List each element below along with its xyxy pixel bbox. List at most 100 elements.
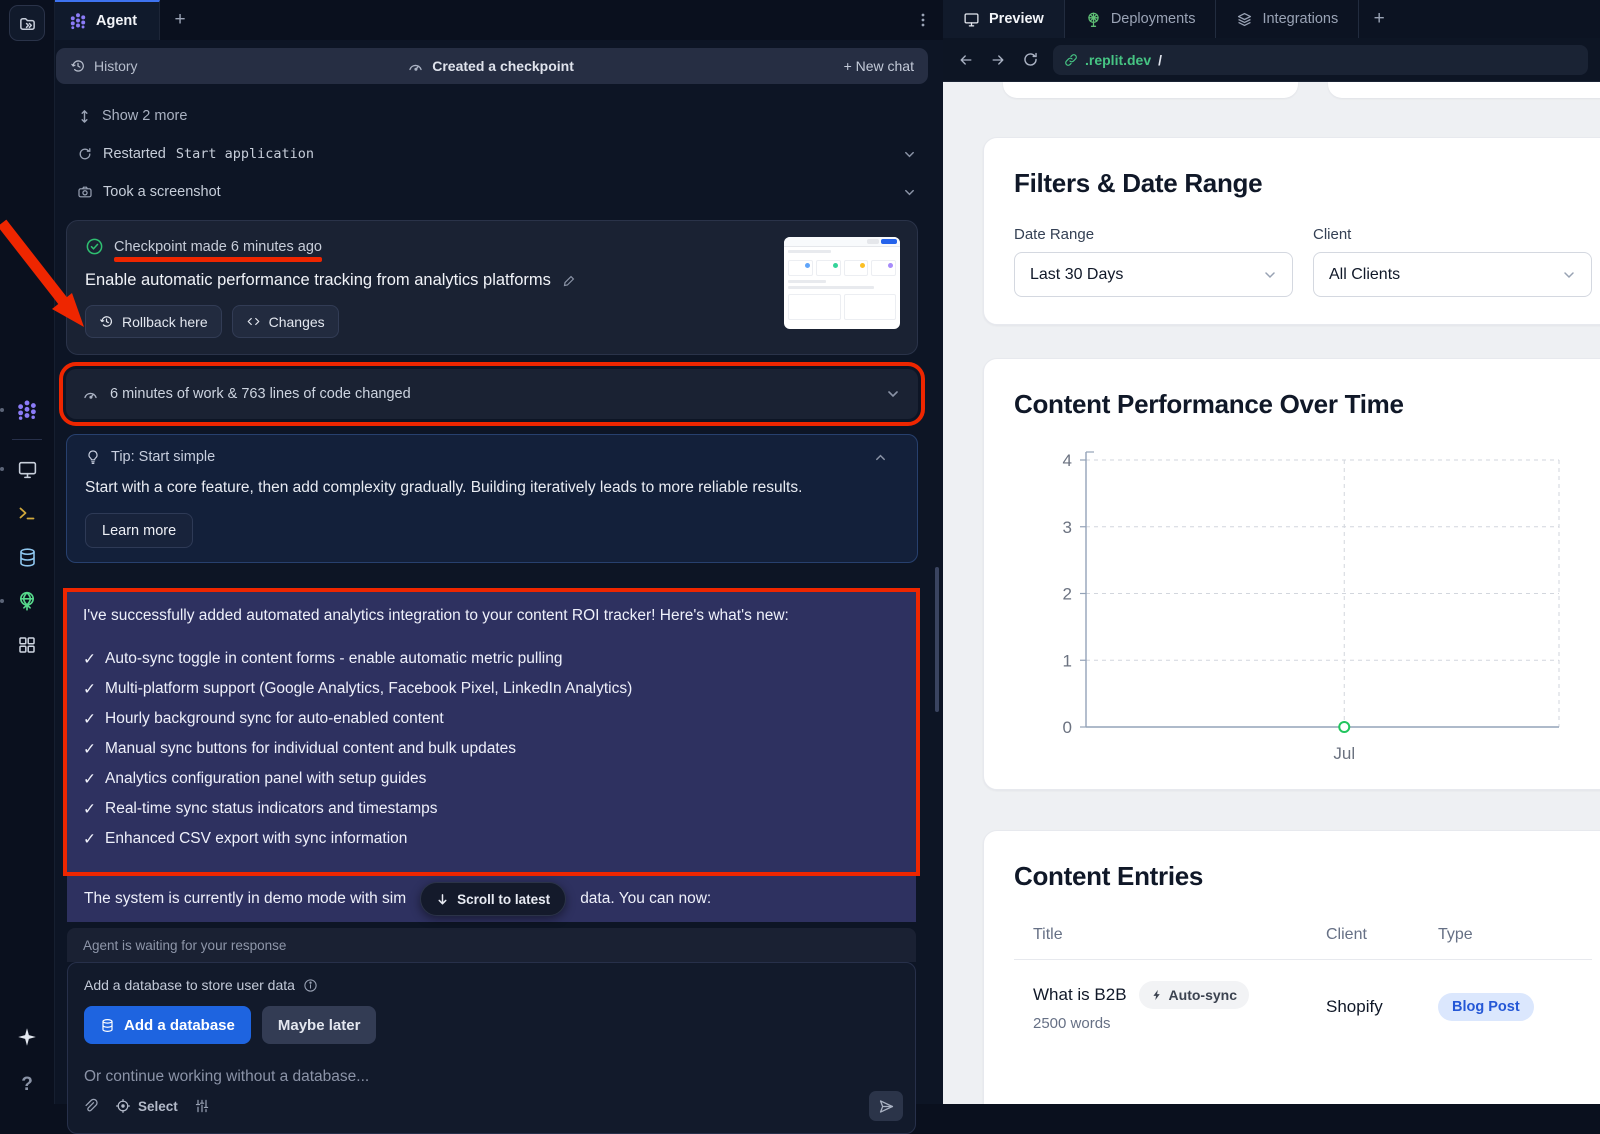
rail-preview-icon[interactable] bbox=[10, 452, 44, 486]
rail-shell-icon[interactable] bbox=[10, 496, 44, 530]
tab-agent[interactable]: Agent bbox=[55, 0, 160, 40]
chat-scrollbar[interactable] bbox=[935, 567, 939, 712]
table-row[interactable]: What is B2B Auto-sync 2500 words Shopify… bbox=[1014, 981, 1592, 1032]
layers-icon bbox=[1236, 11, 1253, 28]
url-input[interactable]: .replit.dev/ bbox=[1053, 45, 1588, 75]
check-icon: ✓ bbox=[83, 710, 96, 729]
chat-tab-bar: Agent + bbox=[55, 0, 943, 40]
composer-toolbar: Select bbox=[82, 1091, 903, 1121]
monitor-icon bbox=[963, 11, 980, 28]
new-preview-tab-button[interactable]: + bbox=[1359, 0, 1399, 38]
tab-deployments[interactable]: Deployments bbox=[1065, 0, 1217, 38]
entry-type-badge: Blog Post bbox=[1438, 993, 1534, 1021]
back-button[interactable] bbox=[953, 47, 979, 73]
sidebar-expand-icon bbox=[18, 14, 37, 33]
deploy-globe-icon bbox=[16, 590, 38, 612]
chart-card: Content Performance Over Time 01234Jul bbox=[983, 358, 1600, 790]
agent-chat-panel: Agent + History Created a checkpoint bbox=[55, 0, 943, 1104]
date-range-label: Date Range bbox=[1014, 226, 1293, 243]
rollback-button[interactable]: Rollback here bbox=[85, 305, 222, 338]
history-button[interactable]: History bbox=[70, 58, 138, 74]
left-rail: ? bbox=[0, 0, 55, 1104]
restart-icon bbox=[77, 146, 93, 162]
checkpoint-status: Created a checkpoint bbox=[138, 58, 844, 75]
preview-content: Filters & Date Range Date Range Last 30 … bbox=[943, 82, 1600, 1104]
rail-database-icon[interactable] bbox=[10, 540, 44, 574]
svg-text:3: 3 bbox=[1063, 518, 1072, 537]
checklist-item-text: Multi-platform support (Google Analytics… bbox=[105, 680, 632, 699]
screenshot-row[interactable]: Took a screenshot bbox=[56, 180, 928, 204]
chevron-down-icon bbox=[1562, 268, 1576, 282]
preview-tab-bar: Preview Deployments Integrations + bbox=[943, 0, 1600, 38]
changes-button[interactable]: Changes bbox=[232, 305, 339, 338]
client-value: All Clients bbox=[1329, 266, 1400, 284]
reload-button[interactable] bbox=[1017, 47, 1043, 73]
filters-card: Filters & Date Range Date Range Last 30 … bbox=[983, 137, 1600, 325]
send-button[interactable] bbox=[869, 1091, 903, 1121]
check-circle-icon bbox=[85, 237, 104, 256]
target-icon bbox=[115, 1098, 131, 1114]
sliders-icon[interactable] bbox=[194, 1098, 210, 1114]
table-divider bbox=[1014, 959, 1592, 960]
partial-card bbox=[1003, 82, 1298, 98]
tab-agent-label: Agent bbox=[96, 13, 137, 29]
tab-integrations[interactable]: Integrations bbox=[1216, 0, 1359, 38]
rail-assistant-icon[interactable] bbox=[10, 1020, 44, 1054]
checkpoint-thumbnail[interactable] bbox=[784, 237, 900, 329]
check-icon: ✓ bbox=[83, 830, 96, 849]
attach-paperclip-icon[interactable] bbox=[82, 1098, 99, 1115]
learn-more-button[interactable]: Learn more bbox=[85, 513, 193, 548]
info-icon[interactable] bbox=[303, 978, 318, 993]
sparkle-icon bbox=[16, 1026, 38, 1048]
check-icon: ✓ bbox=[83, 800, 96, 819]
history-icon bbox=[70, 58, 86, 74]
scroll-to-latest-button[interactable]: Scroll to latest bbox=[420, 882, 566, 916]
chevron-down-icon[interactable] bbox=[903, 148, 916, 161]
entries-table: Title Client Type What is B2B A bbox=[1014, 926, 1592, 1032]
expand-sidebar-button[interactable] bbox=[9, 5, 45, 41]
followup-text-left: The system is currently in demo mode wit… bbox=[84, 890, 406, 908]
date-range-select[interactable]: Last 30 Days bbox=[1014, 252, 1293, 297]
tab-preview[interactable]: Preview bbox=[943, 0, 1065, 38]
terminal-icon bbox=[17, 503, 37, 523]
work-summary-row[interactable]: 6 minutes of work & 763 lines of code ch… bbox=[66, 369, 918, 419]
entry-word-count: 2500 words bbox=[1033, 1015, 1326, 1032]
screenshot-label: Took a screenshot bbox=[103, 184, 221, 200]
new-tab-button[interactable]: + bbox=[160, 0, 200, 40]
arrow-down-icon bbox=[436, 893, 449, 906]
select-label: Select bbox=[138, 1099, 178, 1114]
client-select[interactable]: All Clients bbox=[1313, 252, 1592, 297]
checklist-item-text: Analytics configuration panel with setup… bbox=[105, 770, 426, 789]
select-element-button[interactable]: Select bbox=[115, 1098, 178, 1114]
restarted-label: Restarted bbox=[103, 146, 166, 162]
message-input-placeholder[interactable]: Or continue working without a database..… bbox=[84, 1068, 899, 1086]
edit-pencil-icon[interactable] bbox=[561, 273, 577, 289]
restarted-row[interactable]: Restarted Start application bbox=[56, 142, 928, 166]
checklist-item: ✓ Real-time sync status indicators and t… bbox=[83, 800, 900, 819]
checklist-item: ✓ Multi-platform support (Google Analyti… bbox=[83, 680, 900, 699]
rail-deploy-icon[interactable] bbox=[10, 584, 44, 618]
entry-client: Shopify bbox=[1326, 997, 1438, 1017]
tip-card: Tip: Start simple Start with a core feat… bbox=[66, 434, 918, 563]
check-icon: ✓ bbox=[83, 680, 96, 699]
tip-body: Start with a core feature, then add comp… bbox=[85, 477, 899, 499]
chevron-up-icon[interactable] bbox=[874, 451, 887, 464]
new-chat-button[interactable]: + New chat bbox=[844, 58, 914, 74]
arrow-right-icon bbox=[990, 52, 1006, 68]
chat-menu-button[interactable] bbox=[903, 0, 943, 40]
rail-help-icon[interactable]: ? bbox=[10, 1068, 44, 1102]
auto-sync-label: Auto-sync bbox=[1169, 987, 1237, 1003]
add-database-button[interactable]: Add a database bbox=[84, 1006, 251, 1044]
show-more-row[interactable]: Show 2 more bbox=[56, 104, 928, 128]
check-icon: ✓ bbox=[83, 770, 96, 789]
rail-apps-icon[interactable] bbox=[10, 628, 44, 662]
gauge-icon bbox=[82, 386, 99, 403]
forward-button[interactable] bbox=[985, 47, 1011, 73]
arrow-left-icon bbox=[958, 52, 974, 68]
rail-agent-icon[interactable] bbox=[10, 393, 44, 427]
add-database-label: Add a database bbox=[124, 1017, 235, 1034]
maybe-later-button[interactable]: Maybe later bbox=[262, 1006, 377, 1044]
db-prompt-label: Add a database to store user data bbox=[84, 977, 295, 993]
chevron-down-icon[interactable] bbox=[903, 186, 916, 199]
reload-icon bbox=[1022, 51, 1039, 68]
